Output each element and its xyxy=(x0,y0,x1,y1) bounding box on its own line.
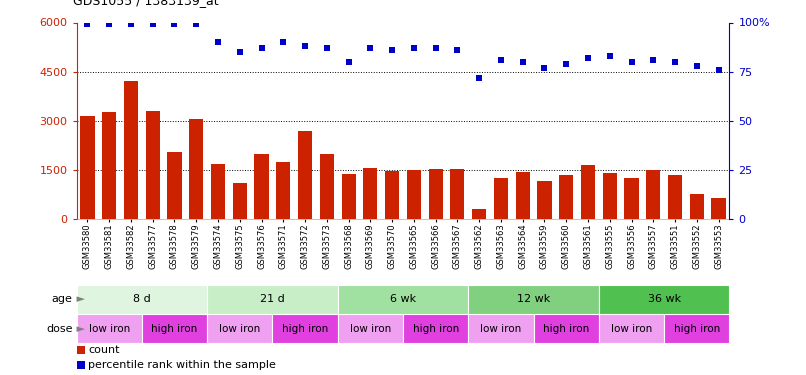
Point xyxy=(321,45,334,51)
Text: GDS1055 / 1383139_at: GDS1055 / 1383139_at xyxy=(73,0,219,7)
Point xyxy=(713,67,725,73)
Text: low iron: low iron xyxy=(480,324,521,333)
Bar xyxy=(472,209,486,219)
Point xyxy=(147,21,160,27)
Bar xyxy=(451,169,464,219)
Text: 36 wk: 36 wk xyxy=(647,294,681,304)
Text: high iron: high iron xyxy=(282,324,328,333)
Text: high iron: high iron xyxy=(152,324,197,333)
Text: high iron: high iron xyxy=(674,324,720,333)
Bar xyxy=(690,194,704,219)
Point xyxy=(234,49,247,55)
Bar xyxy=(189,119,203,219)
Bar xyxy=(534,314,599,343)
Point xyxy=(168,21,181,27)
Bar xyxy=(712,198,725,219)
Point xyxy=(386,47,399,53)
Point xyxy=(495,57,508,63)
Text: 21 d: 21 d xyxy=(260,294,285,304)
Bar xyxy=(146,111,160,219)
Point xyxy=(408,45,421,51)
Point xyxy=(538,65,551,71)
Bar xyxy=(77,346,85,354)
Bar xyxy=(516,171,530,219)
Bar xyxy=(581,165,595,219)
Bar xyxy=(342,174,355,219)
Text: ►: ► xyxy=(73,324,85,333)
Point xyxy=(451,47,464,53)
Point xyxy=(517,59,530,65)
Text: low iron: low iron xyxy=(611,324,652,333)
Text: high iron: high iron xyxy=(413,324,459,333)
Bar xyxy=(142,314,207,343)
Point xyxy=(125,21,138,27)
Point xyxy=(255,45,268,51)
Bar xyxy=(364,168,377,219)
Bar xyxy=(625,178,638,219)
Point xyxy=(646,57,659,63)
Point xyxy=(581,55,594,61)
Point xyxy=(690,63,703,69)
Bar xyxy=(538,182,551,219)
Bar xyxy=(407,170,421,219)
Text: 6 wk: 6 wk xyxy=(390,294,416,304)
Bar xyxy=(338,314,403,343)
Point xyxy=(364,45,377,51)
Bar xyxy=(668,175,682,219)
Bar xyxy=(207,285,338,314)
Point xyxy=(343,59,355,65)
Point xyxy=(211,39,224,45)
Point xyxy=(299,43,312,49)
Text: age: age xyxy=(52,294,73,304)
Bar xyxy=(211,164,225,219)
Bar xyxy=(664,314,729,343)
Bar xyxy=(77,285,207,314)
Bar xyxy=(429,169,442,219)
Text: 12 wk: 12 wk xyxy=(517,294,550,304)
Text: low iron: low iron xyxy=(89,324,130,333)
Bar xyxy=(646,170,660,219)
Point xyxy=(472,75,485,81)
Bar xyxy=(124,81,138,219)
Point xyxy=(625,59,638,65)
Bar xyxy=(168,152,181,219)
Point xyxy=(559,61,572,67)
Bar xyxy=(102,112,116,219)
Text: percentile rank within the sample: percentile rank within the sample xyxy=(88,360,276,370)
Point xyxy=(669,59,682,65)
Bar xyxy=(272,314,338,343)
Bar xyxy=(599,285,729,314)
Bar xyxy=(494,178,508,219)
Bar xyxy=(207,314,272,343)
Bar xyxy=(255,154,268,219)
Bar xyxy=(468,314,534,343)
Bar xyxy=(468,285,599,314)
Text: ►: ► xyxy=(73,294,85,304)
Bar xyxy=(385,171,399,219)
Bar xyxy=(599,314,664,343)
Bar xyxy=(320,153,334,219)
Text: dose: dose xyxy=(46,324,73,333)
Point xyxy=(190,21,203,27)
Bar xyxy=(233,183,247,219)
Bar xyxy=(403,314,468,343)
Point xyxy=(81,21,94,27)
Bar xyxy=(338,285,468,314)
Bar xyxy=(276,162,290,219)
Bar xyxy=(298,130,312,219)
Point xyxy=(277,39,290,45)
Text: count: count xyxy=(88,345,119,355)
Bar xyxy=(81,116,94,219)
Point xyxy=(103,21,116,27)
Point xyxy=(429,45,442,51)
Text: low iron: low iron xyxy=(350,324,391,333)
Text: 8 d: 8 d xyxy=(133,294,151,304)
Text: high iron: high iron xyxy=(543,324,589,333)
Text: low iron: low iron xyxy=(219,324,260,333)
Bar xyxy=(77,314,142,343)
Bar xyxy=(559,175,573,219)
Point xyxy=(603,53,617,59)
Bar xyxy=(603,173,617,219)
Bar xyxy=(77,361,85,369)
